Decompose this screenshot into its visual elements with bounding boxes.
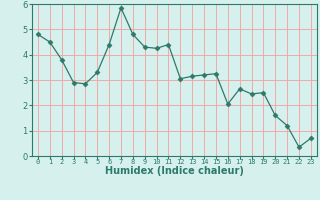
X-axis label: Humidex (Indice chaleur): Humidex (Indice chaleur) (105, 166, 244, 176)
